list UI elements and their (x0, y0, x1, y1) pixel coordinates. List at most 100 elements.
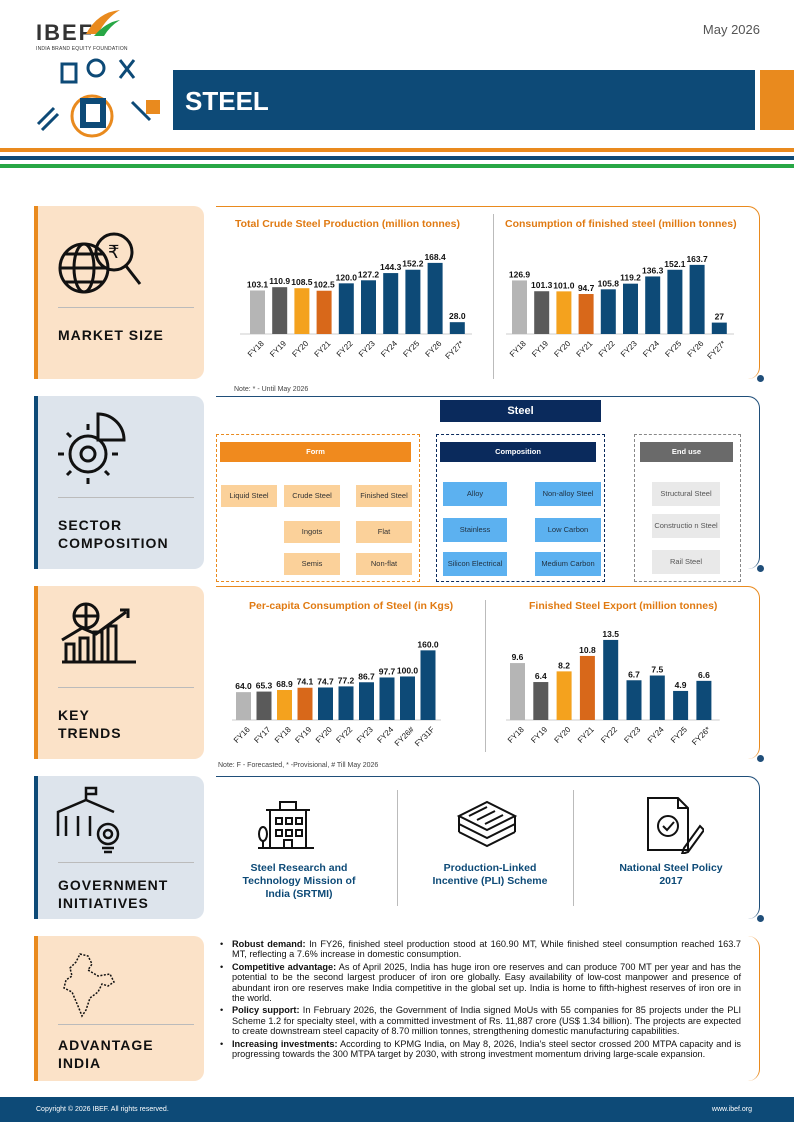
bar (250, 290, 265, 334)
tick-label: FY19 (529, 725, 549, 745)
bar (405, 269, 421, 334)
bar (277, 690, 292, 720)
data-label: 108.5 (291, 277, 313, 287)
gov-divider (397, 790, 398, 906)
data-label: 152.2 (402, 259, 424, 269)
form-item: Ingots (284, 521, 340, 543)
chart-title-percapita: Per-capita Consumption of Steel (in Kgs) (249, 600, 454, 612)
market-note: Note: * - Until May 2026 (234, 386, 309, 393)
data-label: 6.7 (628, 669, 640, 679)
data-label: 28.0 (449, 311, 466, 321)
data-label: 27 (715, 312, 725, 322)
form-item: Liquid Steel (221, 485, 277, 507)
bar (696, 680, 712, 720)
bar (578, 294, 594, 334)
government-building-icon (56, 786, 120, 854)
tick-label: FY22 (334, 725, 354, 745)
data-label: 103.1 (247, 279, 269, 289)
bar (667, 269, 683, 334)
data-label: 152.1 (664, 259, 686, 269)
composition-item: Silicon Electrical (443, 552, 507, 576)
advantage-item: Increasing investments: According to KPM… (220, 1039, 741, 1060)
key-trends-panel (216, 586, 760, 759)
data-label: 6.6 (698, 670, 710, 680)
bar (400, 676, 415, 720)
growth-chart-icon (61, 602, 136, 664)
market-size-panel (216, 206, 760, 379)
globe-magnifier-icon: ₹ (58, 232, 142, 294)
svg-text:₹: ₹ (108, 242, 119, 263)
money-stack-icon (456, 800, 518, 848)
tick-label: FY26 (424, 339, 444, 359)
advantage-list: Robust demand: In FY26, finished steel p… (220, 939, 741, 1061)
bar (294, 288, 310, 334)
tick-label: FY19 (530, 339, 550, 359)
advantage-panel (216, 936, 760, 1081)
india-map-icon (63, 953, 115, 1018)
tick-label: FY24 (646, 725, 666, 745)
bar (689, 264, 705, 334)
tick-label: FY22 (597, 339, 617, 359)
bar (379, 677, 395, 720)
tick-label: FY26# (393, 725, 416, 748)
percapita-chart: 64.0 FY16 65.3 FY17 68.9 FY18 74.1 FY19 74.7 FY20… (232, 639, 441, 748)
title-bar: STEEL (173, 70, 755, 130)
composition-item: Non-alloy Steel (535, 482, 601, 506)
data-label: 136.3 (642, 265, 664, 275)
end-use-item: Rail Steel (652, 550, 720, 574)
data-label: 7.5 (651, 665, 663, 675)
page-title: STEEL (185, 86, 269, 116)
panel-end-dot (757, 755, 764, 762)
data-label: 6.4 (535, 671, 547, 681)
end-use-item: Structural Steel (652, 482, 720, 506)
bar (534, 291, 550, 334)
data-label: 126.9 (509, 269, 531, 279)
chart-title-consumption: Consumption of finished steel (million t… (505, 218, 737, 230)
data-label: 110.9 (269, 276, 290, 286)
data-label: 127.2 (358, 269, 380, 279)
advantage-item: Robust demand: In FY26, finished steel p… (220, 939, 741, 960)
data-label: 64.0 (235, 681, 252, 691)
data-label: 100.0 (397, 665, 419, 675)
bar (420, 650, 436, 720)
export-chart: 9.6 FY18 6.4 FY19 8.2 FY20 10.8 FY21 13.5 FY22 6.7… (506, 629, 720, 747)
form-item: Finished Steel (356, 485, 412, 507)
tick-label: FY19 (293, 725, 313, 745)
composition-root: Steel (440, 400, 601, 422)
footer-website[interactable]: www.ibef.org (711, 1106, 752, 1113)
tick-label: FY26 (686, 339, 706, 359)
bar (645, 276, 661, 334)
end-use-item: Constructio n Steel (652, 514, 720, 538)
bar (623, 283, 638, 334)
tick-label: FY31F (413, 725, 436, 748)
bar (383, 273, 399, 334)
side-advantage-india: ADVANTAGE INDIA (34, 936, 204, 1081)
tick-label: FY21 (576, 725, 596, 745)
label-market-size: MARKET SIZE (58, 327, 164, 343)
bar (449, 322, 465, 334)
tick-label: FY23 (355, 725, 375, 745)
tick-label: FY18 (273, 725, 293, 745)
data-label: 8.2 (558, 660, 570, 670)
tick-label: FY20 (552, 339, 572, 359)
bar (556, 291, 572, 334)
tick-label: FY27* (444, 339, 466, 361)
data-label: 13.5 (602, 629, 619, 639)
data-label: 9.6 (512, 652, 524, 662)
chart-title-export: Finished Steel Export (million tonnes) (529, 600, 718, 612)
bar (649, 675, 665, 720)
bar (316, 290, 332, 334)
tick-label: FY23 (619, 339, 639, 359)
stripe-green (0, 164, 794, 168)
tick-label: FY24 (641, 339, 661, 359)
composition-group (436, 434, 605, 582)
tick-label: FY17 (252, 725, 272, 745)
footer-copyright: Copyright © 2026 IBEF. All rights reserv… (36, 1106, 169, 1113)
bar (338, 686, 354, 720)
ibef-logo-subtitle: INDIA BRAND EQUITY FOUNDATION (36, 46, 128, 52)
composition-item: Alloy (443, 482, 507, 506)
tick-label: FY18 (506, 725, 526, 745)
tick-label: FY22 (599, 725, 619, 745)
bar (600, 289, 616, 334)
bar (361, 280, 376, 334)
